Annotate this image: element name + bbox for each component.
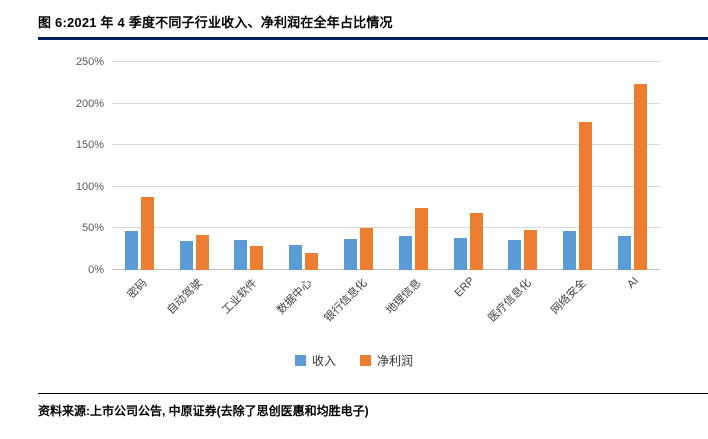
x-axis-label: 自动驾驶 [165, 277, 205, 317]
bar-revenue [618, 235, 632, 270]
x-axis-label: 地理信息 [384, 277, 424, 317]
bar-revenue [453, 238, 467, 270]
bar-revenue [508, 240, 522, 270]
bar-group: 网络安全 [549, 62, 605, 317]
x-axis-label: ERP [452, 275, 477, 300]
bar-revenue [289, 245, 303, 270]
bar-groups: 密码 自动驾驶 工业软件 数据中心 银行信息化 地理信息 ERP 医疗信息化 网络安全 AI [112, 62, 660, 324]
bar-net-profit [414, 207, 428, 270]
y-axis: 0% 50% 100% 150% 200% 250% [64, 56, 112, 276]
y-axis-tick-label: 100% [75, 180, 104, 193]
y-axis-tick-label: 250% [75, 56, 104, 68]
title-divider [38, 37, 708, 40]
gridline [112, 61, 660, 62]
bar-revenue [344, 239, 358, 270]
report-figure-page: 图 6:2021 年 4 季度不同子行业收入、净利润在全年占比情况 0% 50% 1… [0, 12, 708, 439]
legend-swatch-net-profit [360, 355, 371, 366]
x-axis-label: 数据中心 [274, 277, 315, 317]
x-axis-line [112, 269, 660, 270]
bar-group: AI [605, 62, 660, 291]
gridline [112, 227, 660, 229]
x-axis-label: 工业软件 [220, 277, 260, 317]
x-axis-label: 密码 [125, 277, 151, 302]
figure-title: 图 6:2021 年 4 季度不同子行业收入、净利润在全年占比情况 [38, 15, 393, 30]
bar-net-profit [305, 253, 319, 270]
bar-net-profit [360, 228, 374, 270]
gridline [112, 102, 660, 104]
source-note: 资料来源:上市公司公告, 中原证券(去除了思创医惠和均胜电子) [38, 404, 369, 418]
y-axis-tick-label: 200% [75, 97, 104, 110]
legend-swatch-revenue [294, 355, 306, 366]
bar-group: ERP [441, 62, 496, 299]
bar-net-profit [469, 212, 483, 270]
plot-area: 密码 自动驾驶 工业软件 数据中心 银行信息化 地理信息 ERP 医疗信息化 网络安全 AI [112, 61, 660, 324]
bar-group: 医疗信息化 [486, 62, 551, 324]
bar-revenue [234, 240, 248, 270]
bar-group: 数据中心 [275, 62, 331, 317]
legend-item-net-profit: 净利润 [360, 352, 413, 369]
bar-net-profit [195, 235, 209, 270]
gridline [112, 185, 660, 187]
bar-revenue [563, 230, 577, 270]
bar-net-profit [579, 121, 593, 270]
footer-divider [38, 393, 708, 394]
y-axis-tick-label: 150% [75, 139, 104, 152]
bar-group: 银行信息化 [322, 62, 386, 324]
x-axis-label: 网络安全 [548, 277, 589, 317]
y-axis-tick-label: 50% [81, 222, 104, 235]
bar-group: 地理信息 [384, 62, 441, 317]
bar-net-profit [634, 84, 648, 270]
bar-group: 密码 [112, 62, 167, 301]
y-axis-tick-label: 0% [88, 264, 104, 276]
x-axis-label: 医疗信息化 [486, 277, 534, 325]
bar-group: 自动驾驶 [165, 62, 222, 317]
x-axis-label: 银行信息化 [321, 277, 370, 325]
bar-group: 工业软件 [220, 62, 277, 317]
bar-revenue [398, 235, 412, 270]
bar-revenue [179, 240, 193, 270]
bar-net-profit [250, 245, 264, 270]
gridline [112, 144, 660, 146]
legend-item-revenue: 收入 [294, 352, 336, 369]
bar-revenue [124, 230, 138, 270]
legend-label: 收入 [311, 354, 336, 368]
legend-label: 净利润 [377, 354, 414, 368]
bar-net-profit [140, 196, 154, 270]
x-axis-label: AI [625, 275, 642, 291]
bar-chart: 0% 50% 100% 150% 200% 250% 密码 自动驾驶 工业软件 数据中心 银行信息… [64, 56, 660, 324]
bar-net-profit [524, 230, 538, 270]
chart-legend: 收入 净利润 [0, 352, 708, 369]
